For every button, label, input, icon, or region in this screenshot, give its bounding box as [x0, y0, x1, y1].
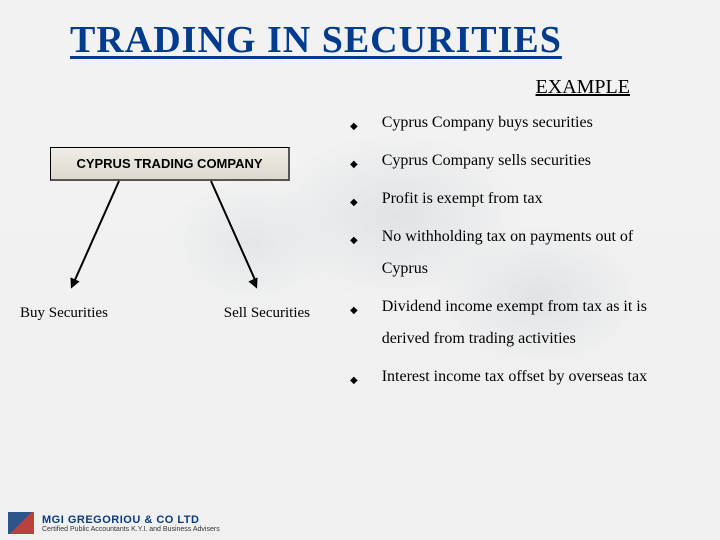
bullet-icon: ◆: [350, 231, 358, 251]
footer-company-name: MGI GREGORIOU & CO LTD: [42, 514, 220, 526]
bullet-icon: ◆: [350, 301, 358, 321]
bullet-text: Dividend income exempt from tax as it is…: [382, 291, 680, 355]
bullet-text: Cyprus Company sells securities: [382, 145, 680, 177]
bullet-icon: ◆: [350, 371, 358, 391]
list-item: ◆ Cyprus Company buys securities: [350, 107, 680, 139]
page-title: TRADING IN SECURITIES: [70, 18, 680, 62]
endpoint-buy: Buy Securities: [20, 305, 108, 322]
arrow-right-line: [210, 181, 257, 282]
bullet-icon: ◆: [350, 193, 358, 213]
footer: MGI GREGORIOU & CO LTD Certified Public …: [8, 512, 220, 534]
list-item: ◆ Profit is exempt from tax: [350, 183, 680, 215]
diagram-arrows: [40, 181, 300, 301]
bullet-text: No withholding tax on payments out of Cy…: [382, 221, 680, 285]
bullet-text: Profit is exempt from tax: [382, 183, 680, 215]
footer-logo-icon: [8, 512, 34, 534]
subtitle: EXAMPLE: [40, 76, 630, 99]
bullet-icon: ◆: [350, 117, 358, 137]
endpoint-sell: Sell Securities: [224, 305, 310, 322]
diagram-column: CYPRUS TRADING COMPANY Buy Securities Se…: [40, 107, 340, 399]
company-box: CYPRUS TRADING COMPANY: [50, 147, 290, 181]
list-item: ◆ Interest income tax offset by overseas…: [350, 361, 680, 393]
list-item: ◆ Cyprus Company sells securities: [350, 145, 680, 177]
list-item: ◆ Dividend income exempt from tax as it …: [350, 291, 680, 355]
footer-subtitle: Certified Public Accountants K.Y.I. and …: [42, 526, 220, 533]
bullet-list: ◆ Cyprus Company buys securities ◆ Cypru…: [350, 107, 680, 393]
arrow-left-head-icon: [66, 277, 79, 290]
bullet-text: Cyprus Company buys securities: [382, 107, 680, 139]
bullet-icon: ◆: [350, 155, 358, 175]
list-item: ◆ No withholding tax on payments out of …: [350, 221, 680, 285]
arrow-left-line: [73, 181, 120, 282]
bullet-text: Interest income tax offset by overseas t…: [382, 361, 680, 393]
arrow-right-head-icon: [248, 277, 261, 290]
bullets-column: ◆ Cyprus Company buys securities ◆ Cypru…: [340, 107, 680, 399]
